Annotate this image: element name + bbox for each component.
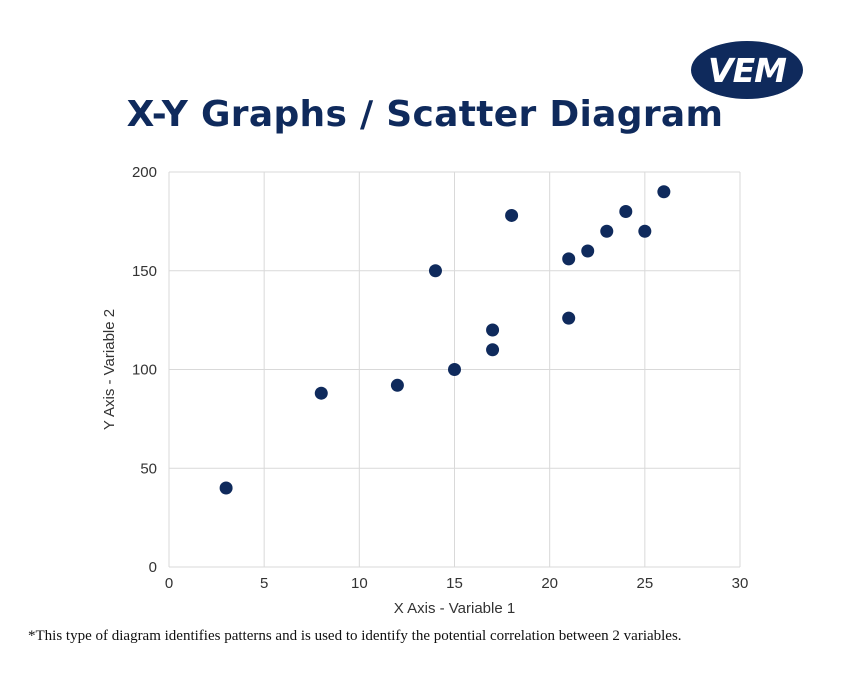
data-point <box>505 208 519 222</box>
y-tick-label: 200 <box>132 164 157 181</box>
y-axis-label: Y Axis - Variable 2 <box>101 309 118 430</box>
data-point <box>486 343 500 357</box>
data-point <box>448 363 461 376</box>
data-point <box>562 252 576 266</box>
y-tick-label: 150 <box>132 263 157 280</box>
x-tick-label: 30 <box>732 575 749 592</box>
logo-text: VEM <box>708 50 787 90</box>
x-tick-label: 25 <box>636 575 653 592</box>
data-point <box>219 481 233 495</box>
data-point <box>657 185 671 199</box>
data-point <box>428 264 442 278</box>
data-point <box>619 205 633 218</box>
x-tick-label: 20 <box>541 575 558 592</box>
page-title: X-Y Graphs / Scatter Diagram <box>126 94 724 135</box>
y-tick-label: 0 <box>149 559 157 576</box>
x-tick-label: 15 <box>446 575 463 592</box>
data-point <box>581 244 595 258</box>
y-tick-label: 50 <box>140 460 157 477</box>
data-point <box>390 378 404 392</box>
data-point <box>314 386 328 400</box>
x-tick-label: 5 <box>260 575 268 592</box>
logo-ellipse <box>691 41 803 99</box>
data-point <box>638 224 652 238</box>
vem-logo: VEM <box>690 40 804 100</box>
x-tick-label: 0 <box>165 575 173 592</box>
data-point <box>600 224 614 238</box>
scatter-chart: 0 5 10 15 20 25 30 0 50 100 150 200 X Axis - Variabl… <box>101 164 749 617</box>
x-axis-label: X Axis - Variable 1 <box>394 600 515 617</box>
x-tick-label: 10 <box>351 575 368 592</box>
y-tick-label: 100 <box>132 362 157 379</box>
data-point <box>562 311 576 325</box>
footnote: *This type of diagram identifies pattern… <box>28 628 682 644</box>
data-point <box>486 323 500 337</box>
